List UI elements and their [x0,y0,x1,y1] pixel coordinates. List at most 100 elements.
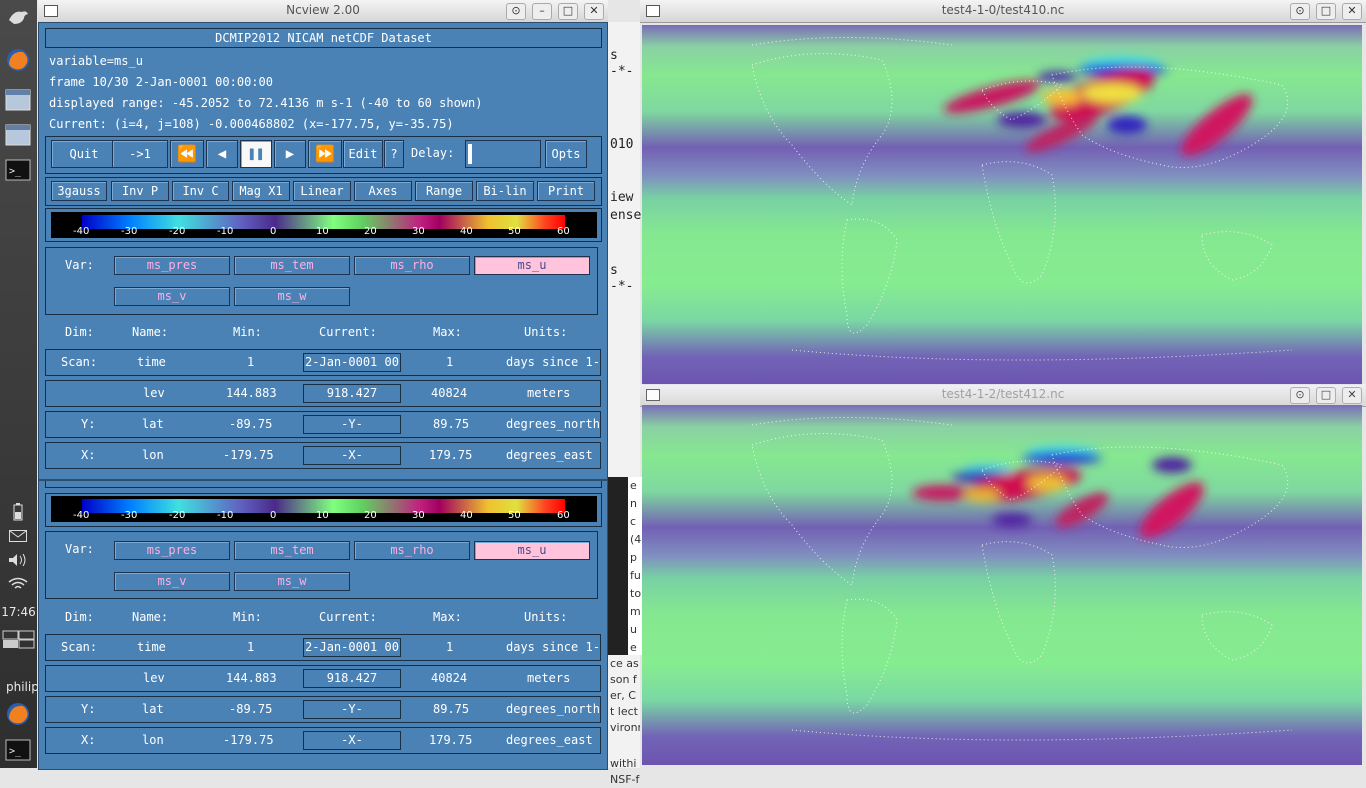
terminal-icon[interactable]: >_ [4,156,32,184]
var-label: Var: [65,258,94,272]
document-text: ce as son f er, C t lect vironm [610,656,640,736]
linear-button[interactable]: Linear [293,181,351,201]
colorbar-tick: 50 [508,226,521,237]
max-header: Max: [433,610,462,624]
step-forward-button[interactable]: ▶ [274,140,306,168]
dim-min: 1 [247,640,255,654]
var-ms-v-button[interactable]: ms_v [114,287,230,306]
dim-current-button[interactable]: 2-Jan-0001 00 [303,638,401,657]
window-menu-icon[interactable] [44,5,58,17]
fast-forward-button[interactable]: ⏩ [308,140,342,168]
inv-c-button[interactable]: Inv C [172,181,229,201]
dim-name: lev [143,386,165,400]
var-ms-w-button[interactable]: ms_w [234,572,350,591]
var-ms-w-button[interactable]: ms_w [234,287,350,306]
step-back-button[interactable]: ◀ [206,140,238,168]
var-ms-u-button[interactable]: ms_u [474,256,590,275]
variable-selector [45,531,598,599]
colorbar-frame [45,493,602,527]
range-button[interactable]: Range [415,181,473,201]
mag-button[interactable]: Mag X1 [232,181,290,201]
var-ms-tem-button[interactable]: ms_tem [234,256,350,275]
map2-titlebar[interactable]: test4-1-2/test412.nc ⊙ □ ✕ [640,384,1366,407]
delay-slider[interactable] [465,140,541,168]
window-menu-icon[interactable] [646,5,660,17]
playback-controls [45,136,602,174]
options-row [45,177,602,206]
dim-current-button[interactable]: -X- [303,731,401,750]
maximize-icon[interactable]: □ [1316,3,1336,20]
workspace-switcher-icon[interactable] [2,626,35,654]
dim-max: 179.75 [429,448,473,462]
volume-icon[interactable] [4,546,32,574]
dim-max: 40824 [431,386,468,400]
mail-icon[interactable] [4,522,32,550]
close-icon[interactable]: ✕ [584,3,604,20]
dark-strip [608,477,628,655]
dim-current-button[interactable]: 2-Jan-0001 00 [303,353,401,372]
map1-plot[interactable] [642,25,1362,385]
doc-text: er, C [610,689,636,702]
colorbar-tick: 0 [270,510,277,521]
map2-field [751,417,1293,741]
var-ms-rho-button[interactable]: ms_rho [354,541,470,560]
sticky-icon[interactable]: ⊙ [1290,387,1310,404]
ncview-titlebar[interactable]: Ncview 2.00 ⊙ – □ ✕ [38,0,608,23]
dim-units: meters [527,386,571,400]
firefox-icon[interactable] [4,700,32,728]
frame-label: frame 10/30 2-Jan-0001 00:00:00 [49,75,273,89]
bird-logo-icon[interactable] [4,4,32,32]
3gauss-button[interactable]: 3gauss [51,181,107,201]
edit-button[interactable]: Edit [343,140,383,168]
dim-current-button[interactable]: -Y- [303,415,401,434]
dim-current-button[interactable]: 918.427 [303,384,401,403]
window-icon[interactable] [4,121,32,149]
help-button[interactable]: ? [384,140,404,168]
first-frame-button[interactable]: ->1 [112,140,168,168]
window-title: Ncview 2.00 [286,3,360,17]
maximize-icon[interactable]: □ [558,3,578,20]
var-ms-pres-button[interactable]: ms_pres [114,256,230,275]
window-menu-icon[interactable] [646,389,660,401]
dim-row-time [45,634,601,661]
dim-row-lat [45,411,601,438]
wifi-icon[interactable] [4,570,32,598]
dim-current-button[interactable]: -Y- [303,700,401,719]
colorbar-tick: -40 [73,510,90,521]
background-text: -*- [610,64,634,79]
print-button[interactable]: Print [537,181,595,201]
quit-button[interactable]: Quit [51,140,117,168]
dim-units: degrees_east [506,733,593,747]
terminal-icon[interactable]: >_ [4,736,32,764]
colorbar-gradient [82,499,565,513]
dim-current-button[interactable]: 918.427 [303,669,401,688]
firefox-icon[interactable] [4,46,32,74]
sticky-icon[interactable]: ⊙ [506,3,526,20]
var-ms-u-button[interactable]: ms_u [474,541,590,560]
colorbar-gradient [82,215,565,229]
maximize-icon[interactable]: □ [1316,387,1336,404]
var-ms-pres-button[interactable]: ms_pres [114,541,230,560]
colorbar-tick: -20 [169,226,186,237]
dim-min: 144.883 [226,671,277,685]
axes-button[interactable]: Axes [354,181,412,201]
background-text: s [610,263,618,278]
sticky-icon[interactable]: ⊙ [1290,3,1310,20]
pause-button[interactable]: ❚❚ [240,140,272,168]
delay-slider-thumb[interactable] [468,144,472,164]
opts-button[interactable]: Opts [545,140,587,168]
minimize-icon[interactable]: – [532,3,552,20]
window-icon[interactable] [4,86,32,114]
rewind-button[interactable]: ⏪ [170,140,204,168]
close-icon[interactable]: ✕ [1342,387,1362,404]
map2-plot[interactable] [642,405,1362,765]
var-ms-v-button[interactable]: ms_v [114,572,230,591]
map1-titlebar[interactable]: test4-1-0/test410.nc ⊙ □ ✕ [640,0,1366,23]
var-ms-tem-button[interactable]: ms_tem [234,541,350,560]
close-icon[interactable]: ✕ [1342,3,1362,20]
var-ms-rho-button[interactable]: ms_rho [354,256,470,275]
colorbar-tick: 30 [412,510,425,521]
inv-p-button[interactable]: Inv P [111,181,169,201]
bilin-button[interactable]: Bi-lin [476,181,534,201]
dim-current-button[interactable]: -X- [303,446,401,465]
